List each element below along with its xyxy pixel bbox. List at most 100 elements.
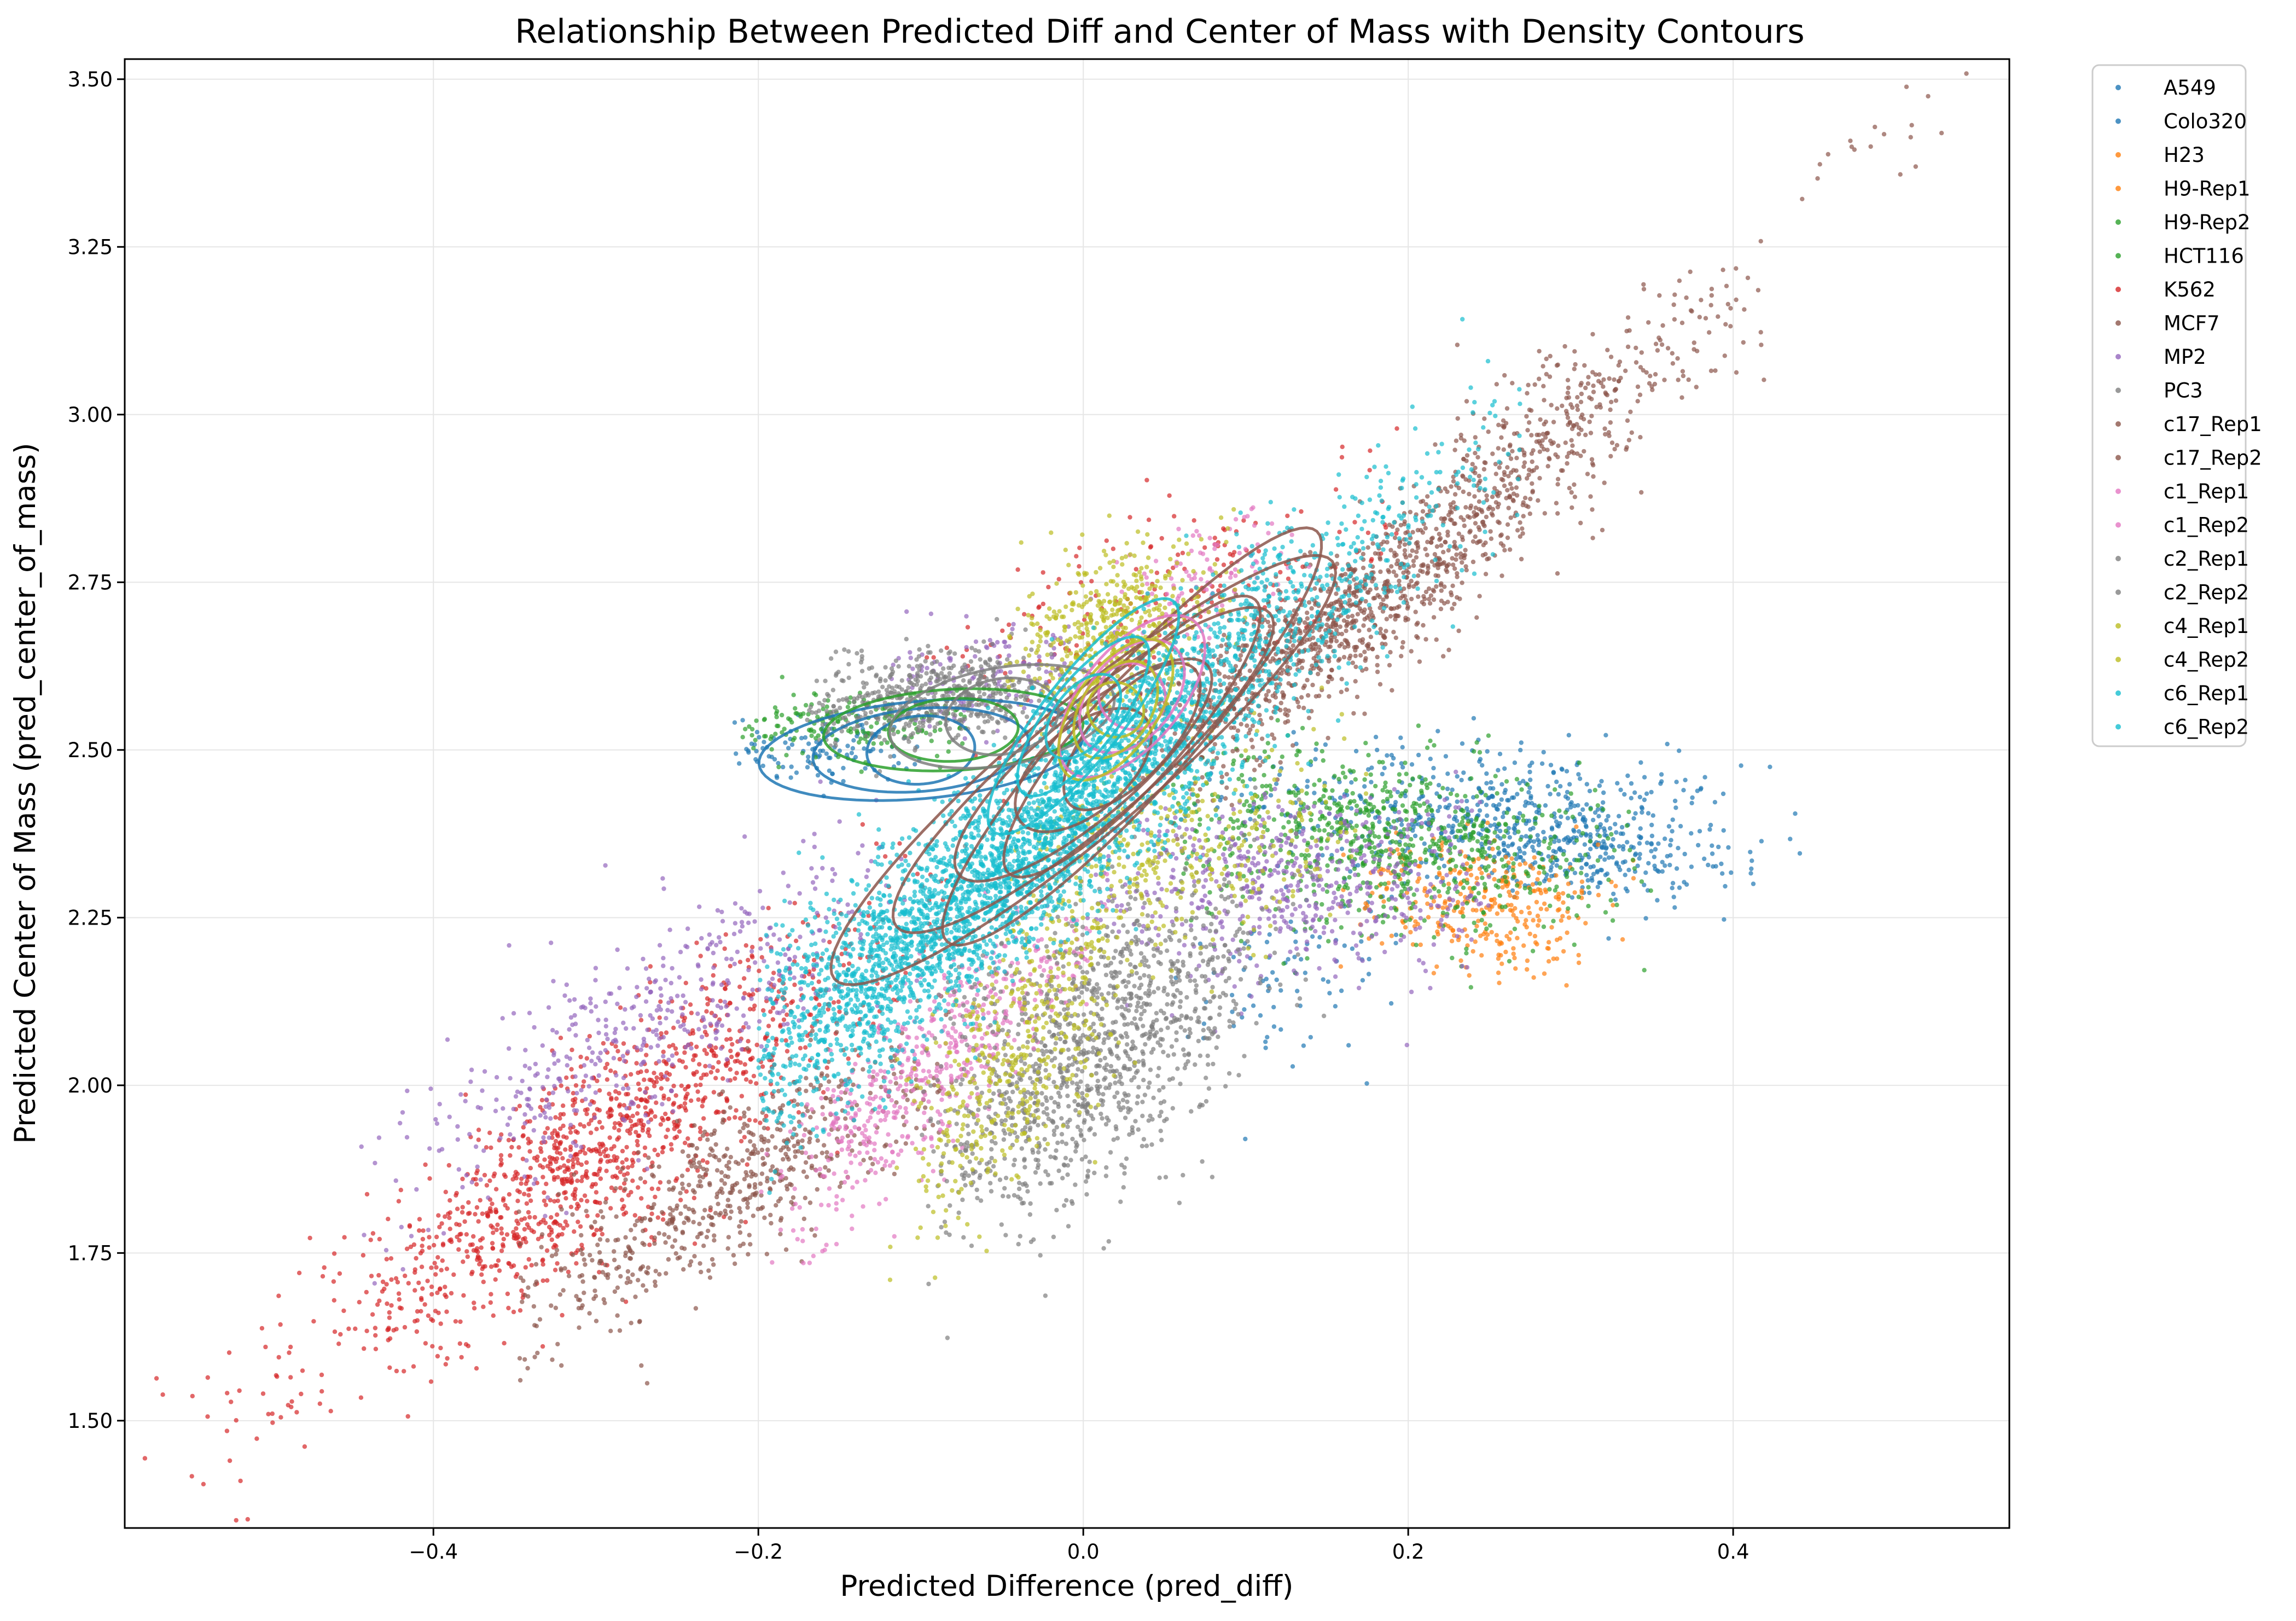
data-point xyxy=(1638,760,1643,765)
data-point xyxy=(1602,829,1607,834)
data-point xyxy=(1598,855,1603,859)
data-point xyxy=(1506,826,1512,831)
data-point xyxy=(1485,820,1490,826)
data-point xyxy=(661,1096,666,1101)
data-point xyxy=(1504,779,1509,784)
data-point xyxy=(1649,833,1655,839)
data-point xyxy=(1439,830,1444,836)
data-point xyxy=(506,1305,511,1311)
data-point xyxy=(1327,603,1332,608)
data-point xyxy=(625,1114,630,1119)
data-point xyxy=(1518,747,1523,753)
data-point xyxy=(1420,530,1426,535)
data-point xyxy=(775,709,780,714)
data-point xyxy=(1327,675,1332,679)
data-point xyxy=(1325,863,1330,868)
data-point xyxy=(1614,902,1619,908)
data-point xyxy=(1409,649,1414,654)
data-point xyxy=(444,1309,449,1314)
data-point xyxy=(1445,569,1450,574)
data-point xyxy=(1336,776,1341,782)
data-point xyxy=(1702,856,1707,862)
data-point xyxy=(1492,868,1497,873)
data-point xyxy=(714,1168,720,1173)
data-point xyxy=(1649,849,1654,854)
data-point xyxy=(794,770,799,775)
data-point xyxy=(1502,766,1507,771)
data-point xyxy=(1416,723,1421,728)
data-point xyxy=(582,1124,586,1129)
data-point xyxy=(1262,824,1267,829)
data-point xyxy=(1438,606,1444,612)
data-point xyxy=(768,1186,772,1191)
data-point xyxy=(1398,596,1403,601)
data-point xyxy=(336,1341,341,1346)
data-point xyxy=(487,1130,492,1135)
data-point xyxy=(1642,882,1647,887)
data-point xyxy=(1353,653,1358,659)
data-point xyxy=(780,675,785,679)
data-point xyxy=(746,1130,752,1135)
data-point xyxy=(1598,868,1603,873)
data-point xyxy=(1471,830,1476,835)
data-point xyxy=(1398,793,1403,799)
data-point xyxy=(1561,949,1566,954)
data-point xyxy=(1479,870,1484,876)
data-point xyxy=(1595,842,1601,847)
data-point xyxy=(1437,532,1441,537)
data-point xyxy=(1482,865,1487,870)
data-point xyxy=(1598,822,1603,827)
data-point xyxy=(749,733,754,738)
data-point xyxy=(691,1195,697,1200)
data-point xyxy=(746,750,751,755)
data-point xyxy=(1648,888,1653,893)
data-point xyxy=(1249,737,1254,742)
data-point xyxy=(1485,813,1490,818)
data-point xyxy=(1452,492,1458,497)
data-point xyxy=(1618,831,1623,836)
data-point xyxy=(869,724,874,729)
data-point xyxy=(780,712,784,718)
data-point xyxy=(1257,712,1262,718)
data-point xyxy=(1652,863,1657,868)
data-point xyxy=(1480,835,1485,841)
data-point xyxy=(1474,876,1479,881)
data-point xyxy=(595,1107,600,1112)
data-point xyxy=(529,1263,534,1268)
data-point xyxy=(1345,805,1350,810)
data-point xyxy=(729,1054,734,1060)
data-point xyxy=(1615,781,1620,786)
data-point xyxy=(1496,845,1501,851)
data-point xyxy=(1509,856,1514,861)
data-point xyxy=(1390,688,1394,693)
data-point xyxy=(1362,711,1367,716)
data-point xyxy=(1464,458,1469,463)
data-point xyxy=(805,1108,810,1113)
data-point xyxy=(691,1219,696,1225)
data-point xyxy=(1490,495,1495,499)
data-point xyxy=(1074,643,1079,648)
data-point xyxy=(682,1106,688,1111)
data-point xyxy=(851,738,856,743)
data-point xyxy=(859,723,865,728)
data-point xyxy=(1549,813,1554,818)
data-point xyxy=(747,1118,752,1123)
data-point xyxy=(489,1223,493,1228)
data-point xyxy=(594,1190,599,1195)
data-point xyxy=(1431,861,1436,866)
data-point xyxy=(788,775,793,780)
data-point xyxy=(396,1291,402,1296)
data-point xyxy=(1606,878,1611,882)
data-point xyxy=(385,1301,390,1306)
data-point xyxy=(397,1297,402,1302)
data-point xyxy=(1528,496,1533,502)
data-point xyxy=(1224,772,1229,777)
data-point xyxy=(1365,767,1371,772)
data-point xyxy=(584,1169,589,1174)
data-point xyxy=(1448,870,1453,875)
data-point xyxy=(1563,440,1568,445)
data-point xyxy=(1317,935,1322,940)
data-point xyxy=(1450,787,1455,792)
data-point xyxy=(1495,807,1500,812)
